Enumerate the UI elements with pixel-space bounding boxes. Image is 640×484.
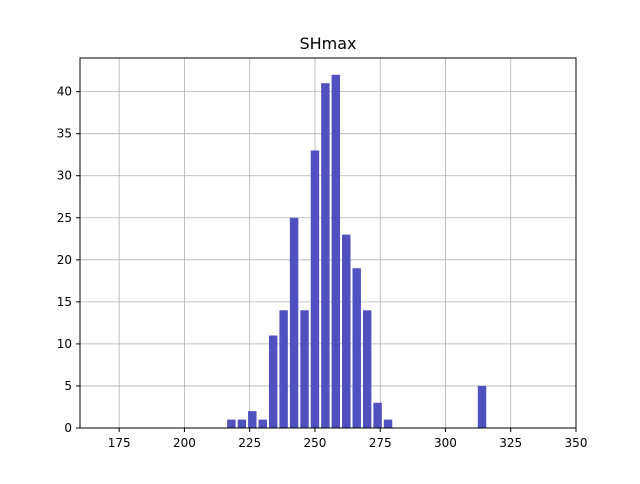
histogram-bar	[237, 419, 247, 428]
histogram-bar	[321, 83, 330, 429]
y-tick-label: 40	[57, 85, 72, 99]
x-tick-label: 250	[303, 436, 326, 450]
histogram-bar	[331, 74, 341, 429]
histogram-bar	[258, 419, 267, 428]
plot-frame	[79, 57, 577, 429]
y-tick-label: 5	[64, 379, 72, 393]
x-tick-label: 175	[108, 436, 131, 450]
histogram-bar	[268, 335, 278, 428]
y-axis: 0 5 10 15 20 25 30 35 40	[57, 85, 80, 435]
x-tick-label: 300	[434, 436, 457, 450]
histogram-bar	[373, 402, 382, 428]
histogram-bar	[248, 411, 257, 428]
histogram-bar	[342, 234, 351, 428]
histogram-bar	[227, 419, 236, 428]
x-tick-label: 325	[499, 436, 522, 450]
chart-title: SHmax	[299, 34, 356, 53]
bars-layer	[227, 74, 487, 429]
y-tick-label: 30	[57, 169, 72, 183]
y-tick-label: 35	[57, 127, 72, 141]
histogram-bar	[383, 419, 393, 428]
y-tick-label: 0	[64, 421, 72, 435]
x-tick-label: 275	[369, 436, 392, 450]
x-axis: 175 200 225 250 275 300 325 350	[108, 428, 588, 450]
histogram-bar	[352, 268, 361, 428]
histogram-bar	[300, 310, 309, 428]
x-tick-label: 225	[238, 436, 261, 450]
y-tick-label: 20	[57, 253, 72, 267]
histogram-bar	[279, 310, 288, 428]
x-tick-label: 350	[565, 436, 588, 450]
y-tick-label: 15	[57, 295, 72, 309]
histogram-bar	[310, 150, 320, 428]
y-tick-label: 25	[57, 211, 72, 225]
y-tick-label: 10	[57, 337, 72, 351]
histogram-bar	[289, 217, 299, 428]
histogram-bar	[362, 310, 372, 428]
histogram-bar	[477, 385, 487, 428]
x-tick-label: 200	[173, 436, 196, 450]
